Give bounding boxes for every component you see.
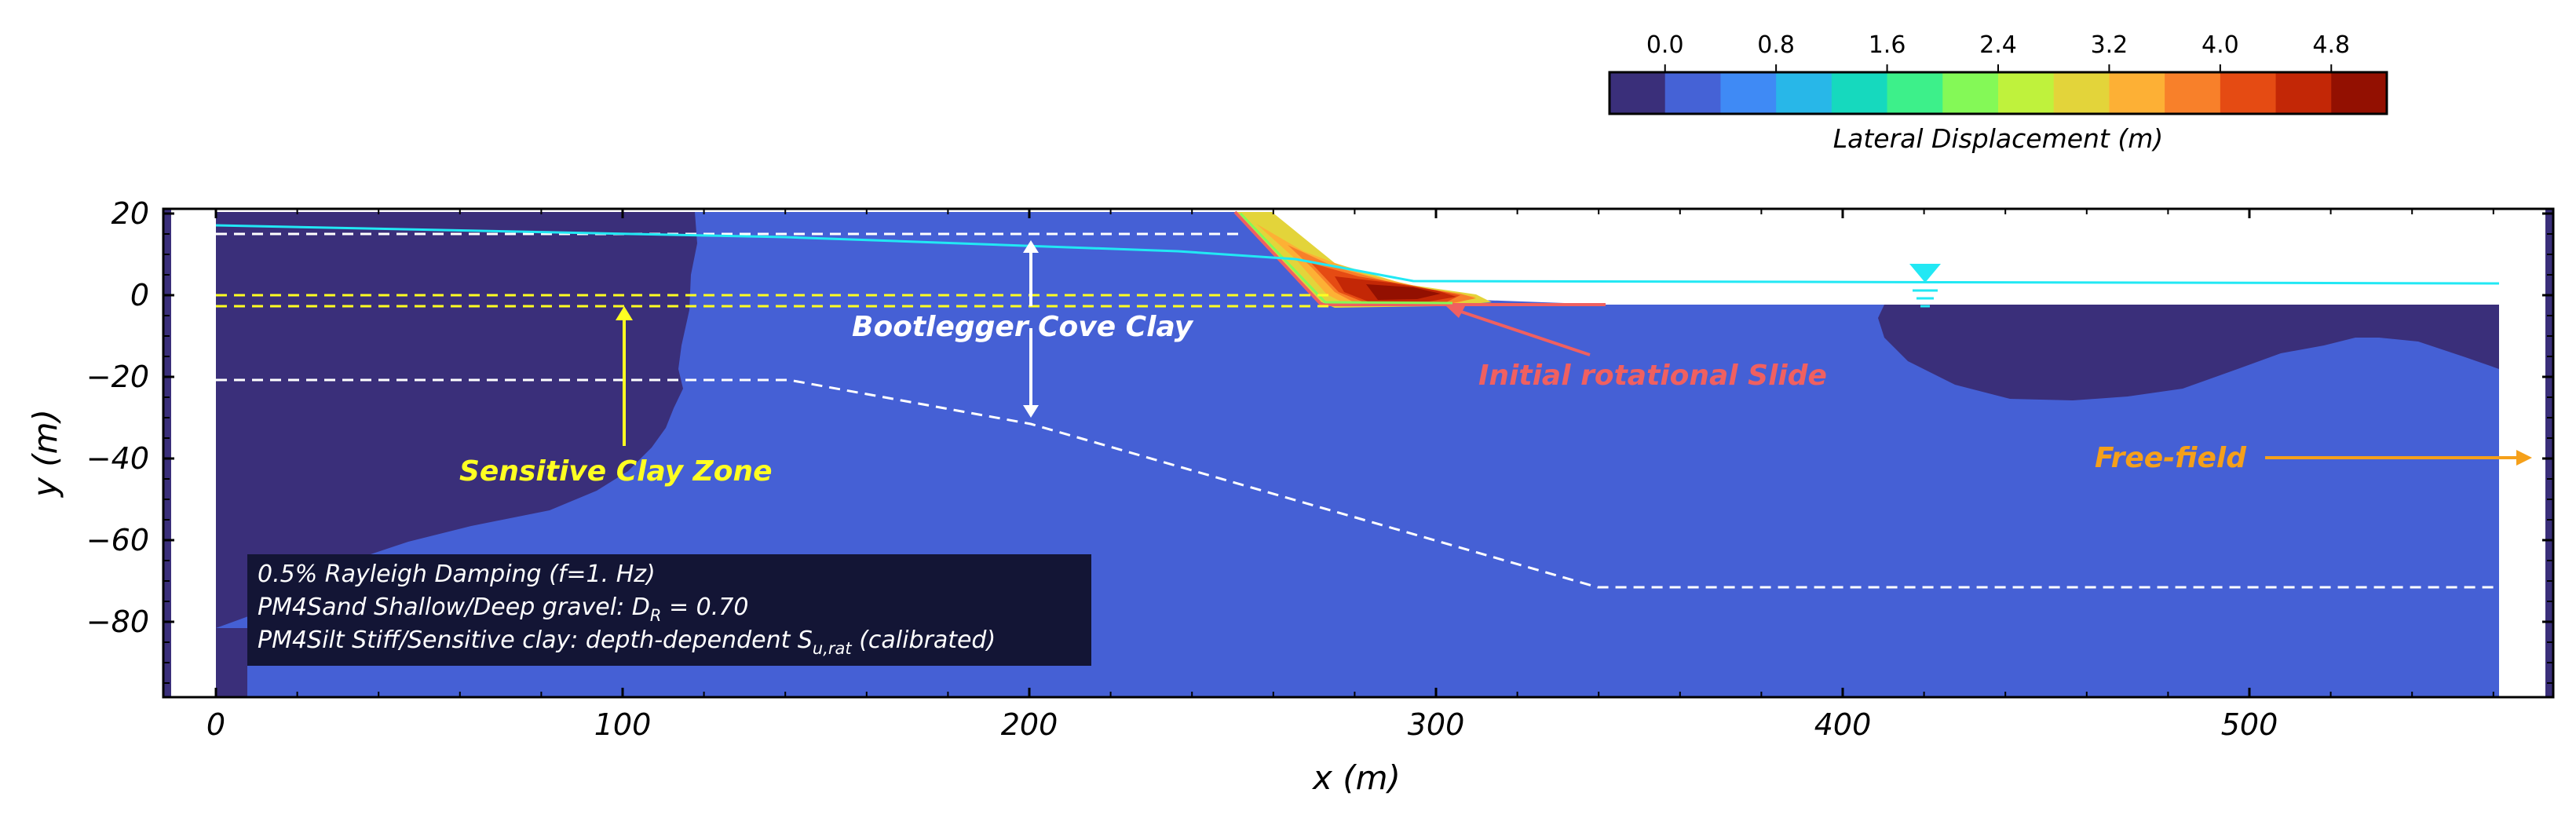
x-tick-label: 500 [2221, 707, 2278, 742]
plot-area: Bootlegger Cove Clay Initial rotational … [215, 210, 2532, 697]
colorbar-tick-label: 1.6 [1869, 31, 1906, 59]
x-tick-label: 0 [206, 707, 225, 742]
slide-label: Initial rotational Slide [1478, 360, 1827, 392]
info-pm4silt: PM4Silt Stiff/Sensitive clay: depth-depe… [258, 627, 996, 658]
bootlegger-thickness-arrow [1023, 240, 1039, 418]
colorbar-tick-label: 4.8 [2312, 31, 2350, 59]
colorbar-cell [2275, 72, 2332, 114]
colorbar-tick-label: 2.4 [1979, 31, 2017, 59]
left-boundary-strip [163, 209, 171, 697]
y-tick-label: −60 [86, 523, 149, 557]
colorbar-cell [2053, 72, 2110, 114]
colorbar-cell [1831, 72, 1888, 114]
slide-arrow [1446, 306, 1591, 356]
colorbar-tick-label: 4.0 [2201, 31, 2239, 59]
sensitive-clay-zone [216, 212, 697, 628]
bedrock-strip [216, 628, 247, 697]
info-damping: 0.5% Rayleigh Damping (f=1. Hz) [258, 561, 656, 588]
colorbar-cell [2165, 72, 2221, 114]
clay-lens-right [1878, 305, 2499, 400]
free-field-arrow [2265, 450, 2532, 466]
slide-rim [1239, 212, 1453, 305]
info-box: 0.5% Rayleigh Damping (f=1. Hz) PM4Sand … [247, 554, 1091, 666]
colorbar-cells [1610, 72, 2388, 114]
y-axis-label: y (m) [26, 409, 64, 499]
water-table-symbol [1909, 264, 1941, 308]
colorbar-cell [1942, 72, 1999, 114]
layer-boundary-deep [216, 378, 2499, 589]
water-table-line [215, 224, 2500, 285]
y-tick-label: 0 [130, 278, 149, 312]
colorbar-tick-label: 3.2 [2091, 31, 2128, 59]
colorbar-tick-label: 0.8 [1757, 31, 1795, 59]
colorbar-cell [1776, 72, 1832, 114]
x-axis-ticks: 0 100 200 300 400 500 [206, 209, 2494, 742]
x-tick-label: 200 [1001, 707, 1058, 742]
colorbar-ticks: 0.0 0.8 1.6 2.4 3.2 4.0 4.8 [1646, 31, 2350, 72]
sensitive-clay-label: Sensitive Clay Zone [459, 455, 773, 488]
slide-surface [1233, 210, 1606, 306]
axes-frame [162, 207, 2555, 699]
colorbar-cell [2220, 72, 2277, 114]
colorbar-cell [1998, 72, 2055, 114]
colorbar-cell [1887, 72, 1943, 114]
sensitive-clay-arrow [616, 306, 633, 446]
right-boundary-strip [2545, 209, 2553, 697]
x-axis-label: x (m) [1311, 758, 1401, 797]
colorbar-cell [2331, 72, 2388, 114]
colorbar-cell [1664, 72, 1721, 114]
colorbar-cell [2109, 72, 2165, 114]
free-field-label: Free-field [2095, 442, 2247, 474]
colorbar-cell [1610, 72, 1666, 114]
slide-displacement-contours [1235, 212, 1492, 308]
y-tick-label: −20 [86, 360, 149, 394]
colorbar-cell [1720, 72, 1777, 114]
info-pm4sand: PM4Sand Shallow/Deep gravel: DR = 0.70 [258, 594, 748, 625]
x-tick-label: 300 [1408, 707, 1465, 742]
x-tick-label: 100 [594, 707, 652, 742]
x-tick-label: 400 [1814, 707, 1872, 742]
colorbar: 0.0 0.8 1.6 2.4 3.2 4.0 4.8 Lateral Displaceme… [1608, 31, 2388, 154]
y-tick-label: −80 [86, 605, 149, 639]
colorbar-label: Lateral Displacement (m) [1833, 123, 2164, 154]
colorbar-tick-label: 0.0 [1646, 31, 1684, 59]
bootlegger-label: Bootlegger Cove Clay [852, 311, 1194, 343]
y-axis-ticks: 20 0 −20 −40 −60 −80 [86, 196, 2553, 684]
y-tick-label: −40 [86, 441, 149, 476]
y-tick-label: 20 [111, 196, 149, 231]
